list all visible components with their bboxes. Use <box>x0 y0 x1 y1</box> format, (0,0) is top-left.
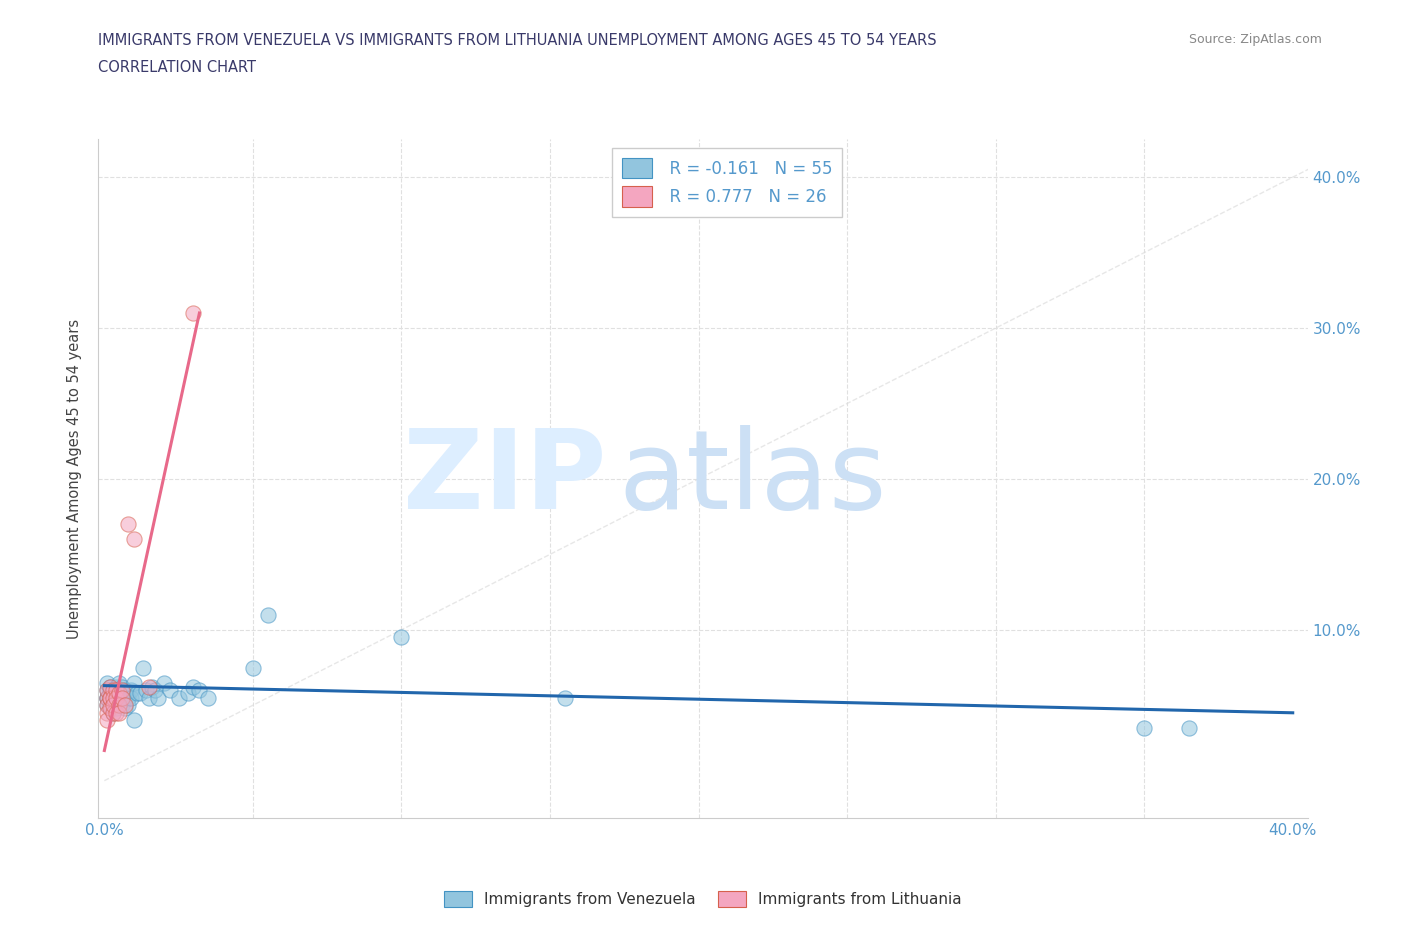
Point <box>111 698 134 712</box>
Point <box>141 680 163 695</box>
Point <box>98 680 121 695</box>
Point <box>120 690 142 705</box>
Point <box>1133 721 1156 736</box>
Point <box>1177 721 1199 736</box>
Point <box>98 683 121 698</box>
Point <box>108 685 131 700</box>
Point <box>188 683 211 698</box>
Point <box>108 683 131 698</box>
Point <box>105 690 128 705</box>
Point <box>96 683 118 698</box>
Point <box>105 685 128 700</box>
Point <box>105 705 128 720</box>
Point <box>117 690 139 705</box>
Point <box>197 690 219 705</box>
Point <box>105 690 128 705</box>
Point <box>135 683 157 698</box>
Text: ZIP: ZIP <box>404 425 606 533</box>
Point <box>96 690 118 705</box>
Point <box>391 630 413 644</box>
Legend: Immigrants from Venezuela, Immigrants from Lithuania: Immigrants from Venezuela, Immigrants fr… <box>439 884 967 913</box>
Text: atlas: atlas <box>619 425 887 533</box>
Y-axis label: Unemployment Among Ages 45 to 54 years: Unemployment Among Ages 45 to 54 years <box>67 319 83 639</box>
Point <box>108 675 131 690</box>
Point <box>122 713 145 728</box>
Point <box>105 680 128 695</box>
Point <box>120 683 142 698</box>
Legend:   R = -0.161   N = 55,   R = 0.777   N = 26: R = -0.161 N = 55, R = 0.777 N = 26 <box>612 148 842 217</box>
Point <box>146 690 169 705</box>
Point <box>256 607 278 622</box>
Point <box>96 698 118 712</box>
Point <box>554 690 576 705</box>
Point <box>98 698 121 712</box>
Point <box>98 680 121 695</box>
Point <box>96 690 118 705</box>
Point <box>98 685 121 700</box>
Point <box>111 683 134 698</box>
Point <box>103 690 125 705</box>
Point <box>96 698 118 712</box>
Point <box>114 698 136 712</box>
Point <box>138 690 160 705</box>
Point <box>183 306 205 321</box>
Point <box>114 701 136 716</box>
Point <box>108 705 131 720</box>
Point <box>122 532 145 547</box>
Point <box>96 713 118 728</box>
Point <box>111 690 134 705</box>
Point <box>129 685 152 700</box>
Point <box>114 690 136 705</box>
Point <box>183 680 205 695</box>
Text: IMMIGRANTS FROM VENEZUELA VS IMMIGRANTS FROM LITHUANIA UNEMPLOYMENT AMONG AGES 4: IMMIGRANTS FROM VENEZUELA VS IMMIGRANTS … <box>98 33 936 47</box>
Point <box>98 690 121 705</box>
Point <box>103 685 125 700</box>
Point <box>103 683 125 698</box>
Point <box>98 690 121 705</box>
Point <box>96 675 118 690</box>
Point <box>105 701 128 716</box>
Point <box>242 660 264 675</box>
Point <box>108 698 131 712</box>
Point <box>176 685 198 700</box>
Text: CORRELATION CHART: CORRELATION CHART <box>98 60 256 75</box>
Point <box>96 683 118 698</box>
Point <box>117 517 139 532</box>
Point <box>98 701 121 716</box>
Point <box>152 675 174 690</box>
Point <box>138 680 160 695</box>
Point <box>111 680 134 695</box>
Point <box>122 675 145 690</box>
Point <box>103 705 125 720</box>
Point <box>111 690 134 705</box>
Point <box>103 698 125 712</box>
Point <box>132 660 155 675</box>
Point <box>103 705 125 720</box>
Point <box>108 698 131 712</box>
Point <box>143 683 166 698</box>
Point <box>96 705 118 720</box>
Point <box>159 683 181 698</box>
Point <box>103 690 125 705</box>
Point <box>105 683 128 698</box>
Point <box>114 683 136 698</box>
Point <box>96 690 118 705</box>
Text: Source: ZipAtlas.com: Source: ZipAtlas.com <box>1188 33 1322 46</box>
Point <box>125 685 148 700</box>
Point <box>108 690 131 705</box>
Point <box>117 698 139 712</box>
Point <box>167 690 190 705</box>
Point <box>98 690 121 705</box>
Point <box>103 683 125 698</box>
